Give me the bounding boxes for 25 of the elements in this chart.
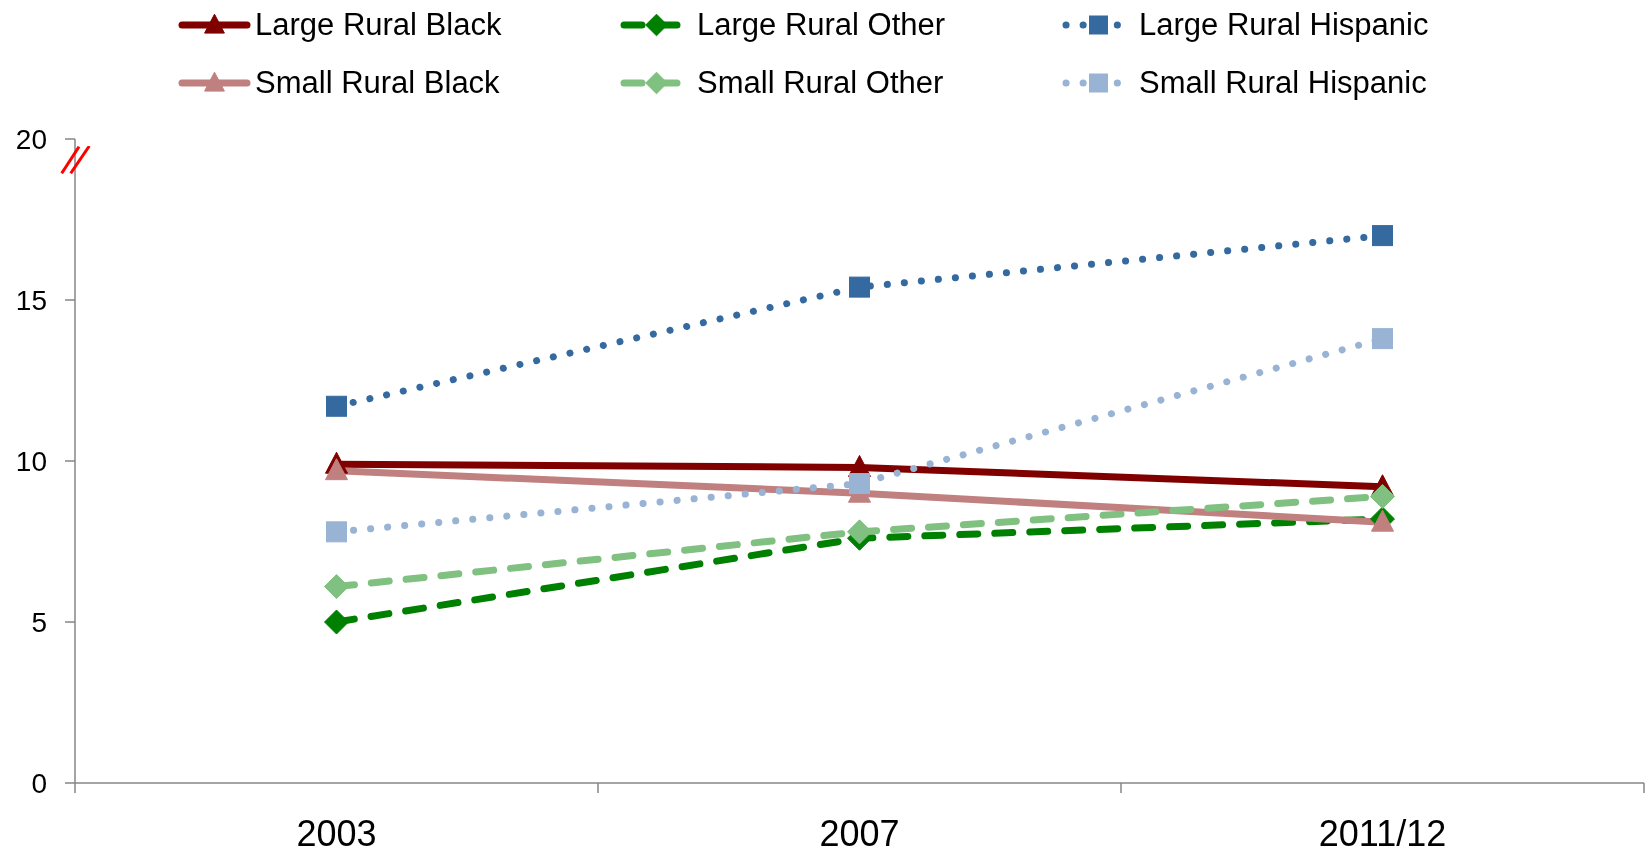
- y-tick-label: 5: [31, 606, 47, 638]
- point: [326, 521, 347, 543]
- legend-label: Small Rural Black: [255, 65, 500, 101]
- legend-label: Small Rural Hispanic: [1139, 65, 1427, 101]
- point: [1372, 225, 1393, 247]
- point: [324, 609, 349, 635]
- point: [325, 458, 348, 481]
- y-tick-label: 15: [15, 284, 47, 316]
- y-tick-label: 20: [15, 123, 47, 155]
- legend-label: Large Rural Hispanic: [1139, 7, 1429, 43]
- y-tick-label: 10: [15, 445, 47, 477]
- legend-label: Large Rural Other: [697, 7, 946, 43]
- point: [849, 473, 870, 495]
- x-tick-label: 2003: [296, 812, 377, 854]
- point: [324, 574, 349, 600]
- legend-label: Large Rural Black: [255, 7, 502, 43]
- point: [847, 519, 872, 545]
- point: [849, 276, 870, 298]
- x-tick-label: 2011/12: [1318, 812, 1447, 854]
- point: [1370, 483, 1395, 509]
- point: [326, 395, 347, 417]
- y-tick-label: 0: [31, 767, 47, 799]
- x-tick-label: 2007: [819, 812, 900, 854]
- point: [1372, 328, 1393, 350]
- legend-label: Small Rural Other: [697, 65, 944, 101]
